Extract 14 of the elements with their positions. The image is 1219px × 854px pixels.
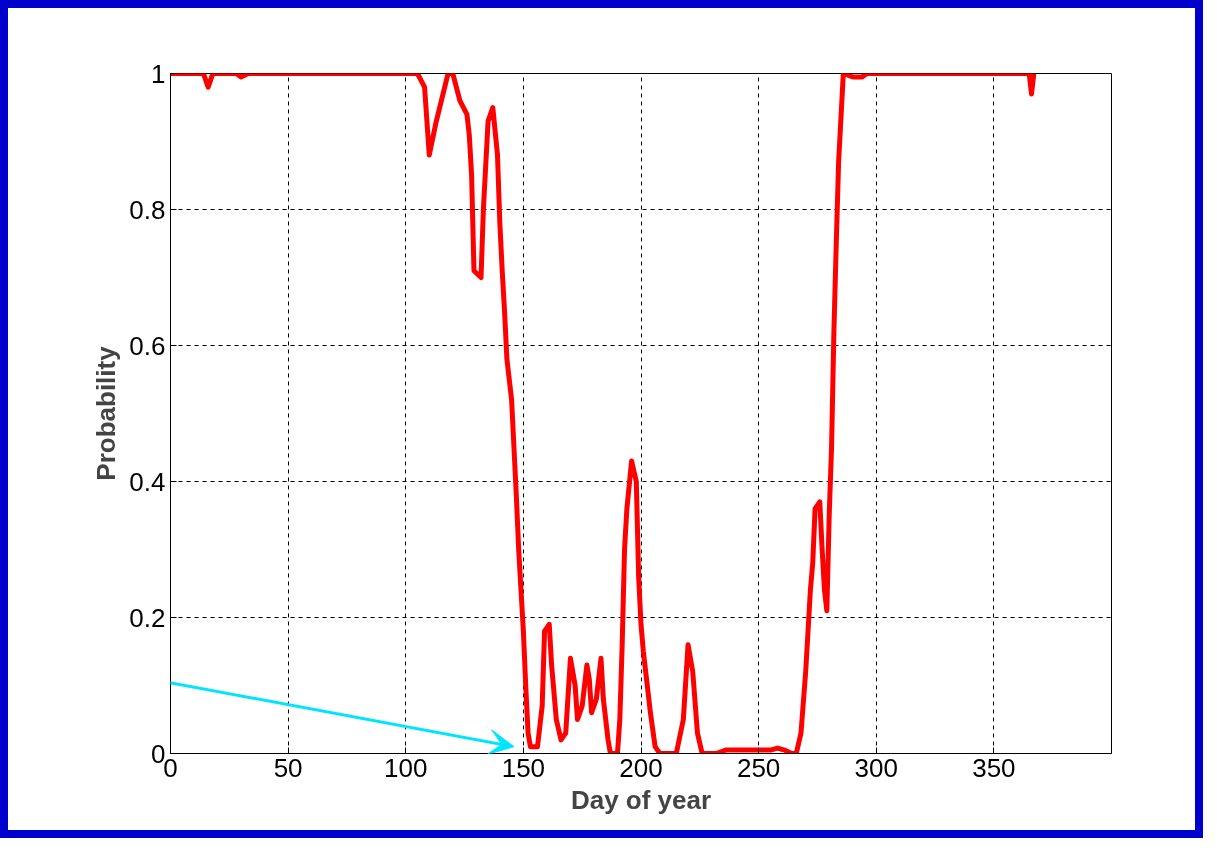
y-axis-title: Probability: [91, 345, 122, 481]
y-tick-label: 0.8: [129, 194, 166, 225]
x-tick-label: 100: [384, 752, 428, 783]
x-tick-label: 50: [273, 752, 303, 783]
y-tick-label: 0.4: [129, 466, 166, 497]
y-tick-label: 0.2: [129, 602, 166, 633]
x-tick-label: 350: [972, 752, 1016, 783]
x-tick-label: 150: [501, 752, 546, 783]
x-axis-title: Day of year: [570, 784, 712, 815]
x-tick-label: 300: [854, 752, 898, 783]
y-tick-label: 0.6: [129, 330, 166, 361]
y-tick-label: 1: [151, 58, 166, 89]
x-tick-label: 200: [619, 752, 663, 783]
x-tick-label: 250: [736, 752, 781, 783]
